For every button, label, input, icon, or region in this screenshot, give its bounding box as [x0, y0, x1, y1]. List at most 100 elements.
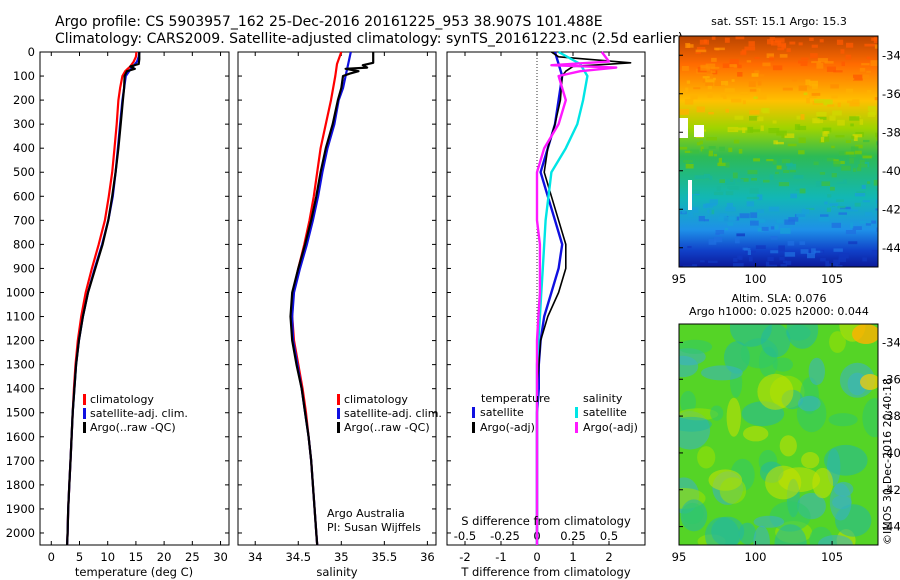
depth-tick-label: 0: [28, 45, 35, 59]
map-y-tick-label: -44: [882, 241, 900, 255]
depth-tick-label: 1300: [6, 358, 35, 372]
series-line-satellite: [291, 51, 352, 546]
difference-t-xlabel: T difference from climatology: [460, 565, 631, 579]
imos-credit: ©IMOS 30-Dec-2016 20:40:18: [881, 378, 894, 545]
map-y-tick-label: -38: [882, 409, 900, 423]
map-y-tick-label: -42: [882, 483, 900, 497]
map-x-tick-label: 95: [672, 550, 687, 564]
sla-map-title1: Altim. SLA: 0.076: [731, 292, 826, 305]
map-y-tick-label: -44: [882, 520, 900, 534]
depth-tick-label: 1700: [6, 454, 35, 468]
difference-s-xlabel: S difference from climatology: [461, 514, 631, 528]
legend-label-s-argo: Argo(-adj): [583, 421, 638, 434]
map-y-tick-label: -42: [882, 202, 900, 216]
sst-map-image: [679, 36, 878, 267]
x-tick-label: 0: [48, 550, 55, 564]
legend-swatch-t-satellite: [472, 407, 475, 418]
credit-pi: PI: Susan Wijffels: [327, 521, 421, 534]
legend-label-s-satellite: satellite: [583, 406, 627, 419]
depth-tick-label: 200: [13, 93, 35, 107]
sla-map-axes: 95 100 105 -34 -36 -38 -40 -42 -44: [672, 335, 900, 564]
legend-swatch-argo: [83, 422, 86, 433]
x-tick-label: 0: [533, 550, 540, 564]
sst-map-axes: 95 100 105 -34 -36 -38 -40 -42 -44: [672, 48, 900, 286]
header-line2: Climatology: CARS2009. Satellite-adjuste…: [55, 31, 683, 47]
salinity-plot: 34 34.5 35 35.5 36: [248, 51, 435, 564]
depth-tick-label: 1800: [6, 478, 35, 492]
sst-map-title: sat. SST: 15.1 Argo: 15.3: [711, 15, 847, 28]
legend-label-climatology: climatology: [90, 393, 154, 406]
x-tick-label: 15: [129, 550, 144, 564]
temperature-legend: climatology satellite-adj. clim. Argo(..…: [83, 393, 188, 434]
x-tick-label: -2: [459, 550, 470, 564]
series-line-t-argo: [536, 51, 632, 545]
temperature-plot: 0 5 10 15 20 25 30: [48, 51, 228, 564]
x-tick-label: 34.5: [285, 550, 311, 564]
salinity-xlabel: salinity: [316, 565, 357, 579]
legend-title-salinity: salinity: [583, 392, 623, 405]
x-tick-label: 10: [100, 550, 115, 564]
legend-label-satellite: satellite-adj. clim.: [344, 407, 442, 420]
map-x-tick-label: 100: [745, 550, 767, 564]
depth-tick-label: 1000: [6, 285, 35, 299]
x-tick-label: 2: [605, 550, 612, 564]
depth-tick-label: 100: [13, 69, 35, 83]
legend-swatch-argo: [337, 422, 340, 433]
legend-swatch-t-argo: [472, 422, 475, 433]
sla-map-frame: [678, 323, 879, 546]
header-line1: Argo profile: CS 5903957_162 25-Dec-2016…: [55, 14, 603, 30]
x-tick-label: 30: [213, 550, 228, 564]
series-line-argo: [289, 52, 375, 546]
x-tick-label: 5: [76, 550, 83, 564]
salinity-legend: climatology satellite-adj. clim. Argo(..…: [337, 393, 442, 434]
depth-tick-label: 500: [13, 165, 35, 179]
depth-tick-label: 600: [13, 189, 35, 203]
map-y-tick-label: -34: [882, 335, 900, 349]
x-tick-label: 35.5: [372, 550, 398, 564]
s-tick-label: -0.25: [490, 529, 520, 543]
series-line-climatology: [66, 51, 138, 546]
x-tick-label: -1: [495, 550, 506, 564]
sst-map-frame: [678, 35, 879, 268]
x-tick-label: 20: [157, 550, 172, 564]
map-x-tick-label: 105: [821, 272, 843, 286]
legend-title-temperature: temperature: [481, 392, 550, 405]
legend-label-t-satellite: satellite: [480, 406, 524, 419]
temperature-xlabel: temperature (deg C): [75, 565, 193, 579]
legend-swatch-satellite: [337, 408, 340, 419]
map-y-tick-label: -40: [882, 164, 900, 178]
map-y-tick-label: -36: [882, 87, 900, 101]
depth-tick-label: 1500: [6, 406, 35, 420]
credit-group: Argo Australia: [327, 507, 405, 520]
depth-tick-label: 1900: [6, 502, 35, 516]
series-line-satellite: [66, 51, 141, 546]
series-line-s-argo: [535, 51, 618, 545]
depth-axis: 0 100 200 300 400 500 600 700 800 900 1000 1100 1200…: [6, 45, 645, 540]
legend-swatch-s-satellite: [575, 407, 578, 418]
x-tick-label: 35: [334, 550, 349, 564]
sla-map-image: [679, 324, 878, 545]
salinity-axes: [237, 51, 437, 546]
x-tick-label: 34: [248, 550, 263, 564]
map-y-tick-label: -34: [882, 48, 900, 62]
map-x-tick-label: 95: [672, 272, 687, 286]
legend-swatch-climatology: [337, 394, 340, 405]
series-line-s-satellite: [535, 50, 589, 545]
legend-label-climatology: climatology: [344, 393, 408, 406]
legend-label-argo: Argo(..raw -QC): [344, 421, 430, 434]
depth-tick-label: 1200: [6, 334, 35, 348]
legend-swatch-climatology: [83, 394, 86, 405]
depth-tick-label: 1100: [6, 310, 35, 324]
s-tick-label: 0.5: [600, 529, 618, 543]
series-line-argo: [66, 52, 141, 546]
depth-tick-label: 1600: [6, 430, 35, 444]
legend-swatch-satellite: [83, 408, 86, 419]
s-tick-label: -0.5: [454, 529, 476, 543]
x-tick-label: 25: [185, 550, 200, 564]
legend-label-satellite: satellite-adj. clim.: [90, 407, 188, 420]
map-y-tick-label: -36: [882, 372, 900, 386]
depth-tick-label: 400: [13, 141, 35, 155]
map-x-tick-label: 100: [745, 272, 767, 286]
